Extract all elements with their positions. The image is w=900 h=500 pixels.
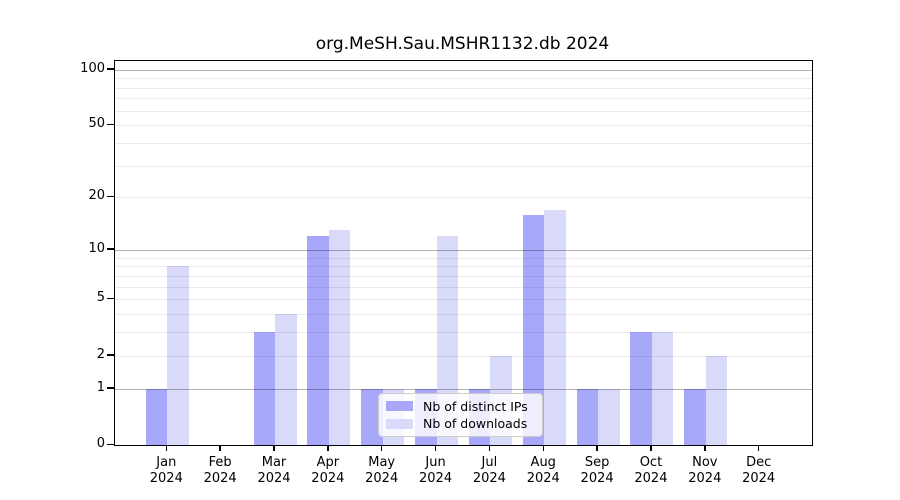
plot-area (114, 60, 813, 446)
x-tick-label-month: Sep (584, 455, 610, 470)
x-tick-label-month: Feb (208, 455, 232, 470)
x-tick-label-month: Jul (481, 455, 498, 470)
y-tick-label: 2 (96, 346, 105, 362)
gridline-minor (115, 197, 812, 199)
x-tick (757, 445, 760, 451)
x-tick (273, 445, 275, 451)
x-tick (650, 445, 652, 451)
x-tick (165, 445, 168, 451)
x-tick-label-year: 2024 (472, 471, 506, 486)
x-tick-label-month: Oct (639, 455, 663, 470)
x-tick (380, 445, 383, 451)
y-tick (107, 195, 114, 198)
bar-nb-of-downloads-sep (598, 388, 620, 445)
chart-title: org.MeSH.Sau.MSHR1132.db 2024 (315, 34, 610, 54)
y-tick-label: 5 (96, 290, 105, 306)
x-tick-label-month: Nov (692, 455, 718, 470)
legend-swatch-distinct-ips (386, 401, 413, 412)
gridline-minor (115, 257, 812, 259)
y-tick (107, 387, 114, 389)
x-tick-label-year: 2024 (365, 471, 399, 486)
bar-nb-of-distinct-ips-nov (684, 388, 706, 445)
y-tick-label: 20 (88, 188, 105, 204)
gridline-minor (115, 332, 812, 334)
gridline-major (115, 249, 812, 251)
x-tick-label-year: 2024 (526, 471, 560, 486)
x-tick-label-month: Jan (156, 455, 177, 470)
x-tick-label-year: 2024 (688, 471, 722, 486)
y-tick-label: 50 (88, 116, 105, 132)
bar-nb-of-distinct-ips-sep (576, 388, 599, 445)
x-tick-label-year: 2024 (203, 471, 237, 486)
x-tick-label-month: Mar (261, 455, 287, 470)
y-tick-label: 100 (80, 60, 105, 76)
legend-label-distinct-ips: Nb of distinct IPs (423, 398, 528, 414)
y-tick-label: 1 (96, 379, 105, 395)
bar-nb-of-distinct-ips-apr (307, 236, 329, 445)
x-tick (327, 445, 329, 451)
x-tick-label-month: Apr (316, 455, 340, 470)
y-tick (107, 248, 114, 250)
bar-nb-of-distinct-ips-jan (145, 388, 168, 445)
gridline-minor (115, 165, 812, 167)
y-tick (107, 68, 114, 70)
gridline-minor (115, 125, 812, 127)
x-tick-label-year: 2024 (634, 471, 668, 486)
y-tick-label: 10 (88, 240, 105, 256)
bar-nb-of-distinct-ips-may (361, 388, 383, 445)
x-tick (434, 445, 437, 451)
gridline-minor (115, 286, 812, 288)
x-tick-label-year: 2024 (149, 471, 183, 486)
gridline-minor (115, 142, 812, 144)
x-tick-label-year: 2024 (580, 471, 614, 486)
y-tick (107, 123, 114, 126)
gridline-minor (115, 78, 812, 80)
gridline-minor (115, 98, 812, 100)
gridline-major (115, 388, 812, 390)
bar-nb-of-downloads-apr (328, 230, 351, 445)
x-tick-label-year: 2024 (742, 471, 776, 486)
gridline-minor (115, 266, 812, 268)
legend-swatch-downloads (386, 418, 413, 429)
legend-label-downloads: Nb of downloads (423, 416, 528, 432)
x-tick (542, 445, 544, 451)
x-tick-label-year: 2024 (419, 471, 453, 486)
x-tick-label-month: Jun (425, 455, 446, 470)
bar-nb-of-downloads-aug (544, 209, 566, 445)
x-tick (704, 445, 706, 451)
gridline-minor (115, 299, 812, 301)
x-tick-label-year: 2024 (257, 471, 291, 486)
x-tick-label-year: 2024 (311, 471, 345, 486)
x-tick-label-month: May (368, 455, 396, 470)
legend-row-distinct-ips: Nb of distinct IPs (386, 399, 535, 414)
legend-row-downloads: Nb of downloads (386, 416, 535, 431)
bar-nb-of-distinct-ips-aug (522, 214, 545, 445)
x-tick-label-month: Dec (746, 455, 772, 470)
y-tick (107, 443, 114, 445)
bar-nb-of-downloads-mar (275, 314, 297, 445)
legend: Nb of distinct IPs Nb of downloads (378, 393, 543, 437)
gridline-minor (115, 355, 812, 357)
gridline-minor (115, 87, 812, 89)
x-tick (488, 445, 491, 451)
y-tick (107, 297, 114, 300)
y-tick-label: 0 (96, 436, 105, 451)
y-tick (107, 354, 114, 356)
gridline-minor (115, 275, 812, 277)
x-tick-label-month: Aug (530, 455, 556, 470)
gridline-major (115, 69, 812, 71)
x-tick (596, 445, 598, 451)
bar-nb-of-downloads-jun (436, 236, 459, 445)
bar-nb-of-downloads-nov (705, 355, 728, 445)
gridline-minor (115, 110, 812, 112)
x-tick (219, 445, 221, 451)
gridline-minor (115, 314, 812, 316)
